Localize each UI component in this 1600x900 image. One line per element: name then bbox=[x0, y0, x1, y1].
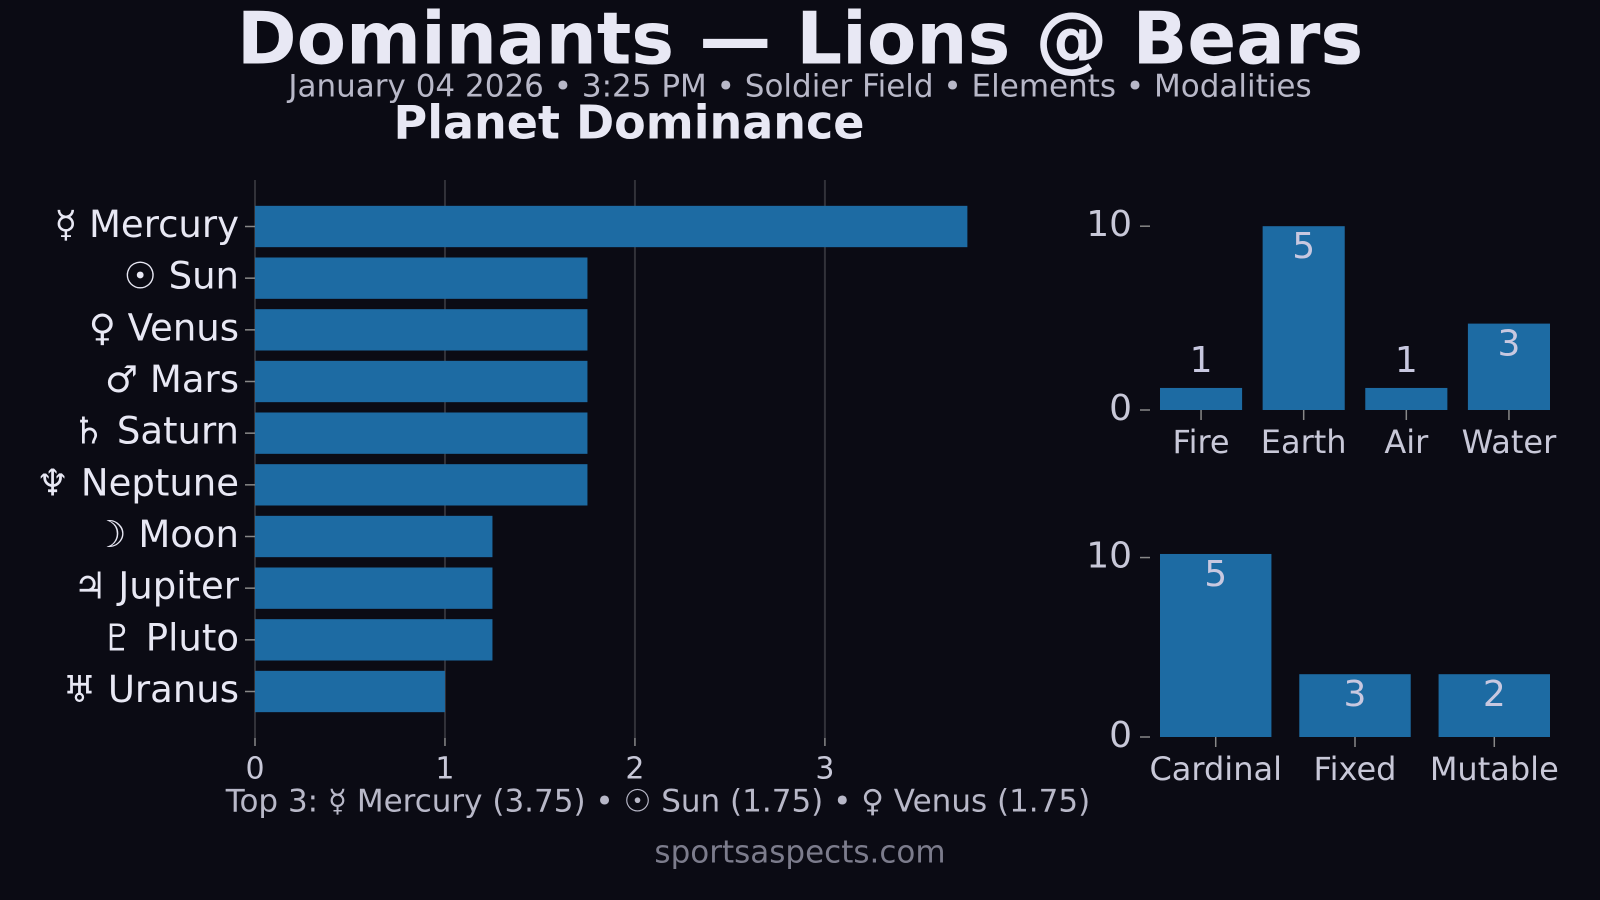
top3-note: Top 3: ☿ Mercury (3.75) • ☉ Sun (1.75) •… bbox=[225, 784, 1090, 820]
y-tick-label: ♅ Uranus bbox=[63, 668, 239, 711]
bar bbox=[1160, 553, 1272, 737]
x-tick-label: Air bbox=[1384, 423, 1429, 461]
y-tick-label: 0 bbox=[1109, 715, 1132, 756]
bar bbox=[255, 619, 493, 661]
subtitle: January 04 2026 • 3:25 PM • Soldier Fiel… bbox=[286, 69, 1311, 105]
x-tick-label: Cardinal bbox=[1149, 750, 1282, 788]
bar bbox=[255, 205, 968, 248]
page-title: Dominants — Lions @ Bears bbox=[237, 0, 1363, 81]
bar bbox=[255, 515, 493, 558]
x-tick-label: 3 bbox=[815, 752, 834, 787]
bar bbox=[1299, 674, 1411, 737]
x-tick-label: Earth bbox=[1261, 423, 1347, 461]
x-tick-label: 1 bbox=[435, 752, 454, 787]
x-tick-label: Water bbox=[1462, 423, 1557, 461]
y-tick-label: ♇ Pluto bbox=[101, 616, 239, 659]
y-tick-label: ♄ Saturn bbox=[72, 410, 239, 453]
y-tick-label: 10 bbox=[1086, 204, 1132, 245]
x-tick-label: 2 bbox=[625, 752, 644, 787]
bar bbox=[1160, 387, 1243, 410]
bar bbox=[1262, 226, 1345, 410]
y-tick-label: 10 bbox=[1086, 536, 1132, 577]
bar bbox=[255, 567, 493, 609]
bar bbox=[255, 257, 588, 299]
value-label: 5 bbox=[1204, 554, 1227, 595]
value-label: 1 bbox=[1190, 340, 1213, 381]
value-label: 3 bbox=[1344, 674, 1367, 715]
bar bbox=[1467, 323, 1550, 410]
bar bbox=[255, 309, 588, 351]
y-tick-label: ♃ Jupiter bbox=[73, 565, 239, 608]
x-tick-label: Fixed bbox=[1314, 750, 1397, 788]
x-tick-label: Fire bbox=[1172, 423, 1229, 461]
bar bbox=[1438, 674, 1550, 737]
y-tick-label: ☉ Sun bbox=[124, 255, 239, 298]
x-tick-label: Mutable bbox=[1430, 750, 1559, 788]
value-label: 1 bbox=[1395, 340, 1418, 381]
y-tick-label: ♆ Neptune bbox=[36, 461, 239, 504]
bar bbox=[255, 412, 588, 454]
bar bbox=[255, 464, 588, 506]
y-tick-label: ♀ Venus bbox=[89, 306, 239, 349]
y-tick-label: ☽ Moon bbox=[93, 513, 239, 556]
value-label: 3 bbox=[1497, 324, 1520, 365]
value-label: 2 bbox=[1483, 674, 1506, 715]
bar bbox=[255, 670, 445, 713]
bar bbox=[1365, 387, 1448, 410]
chart-title: Planet Dominance bbox=[394, 96, 865, 150]
y-tick-label: ♂ Mars bbox=[105, 358, 239, 401]
x-tick-label: 0 bbox=[245, 752, 264, 787]
value-label: 5 bbox=[1292, 226, 1315, 267]
y-tick-label: ☿ Mercury bbox=[55, 203, 239, 246]
bar bbox=[255, 360, 588, 403]
y-tick-label: 0 bbox=[1109, 388, 1132, 429]
source: sportsaspects.com bbox=[654, 835, 945, 871]
